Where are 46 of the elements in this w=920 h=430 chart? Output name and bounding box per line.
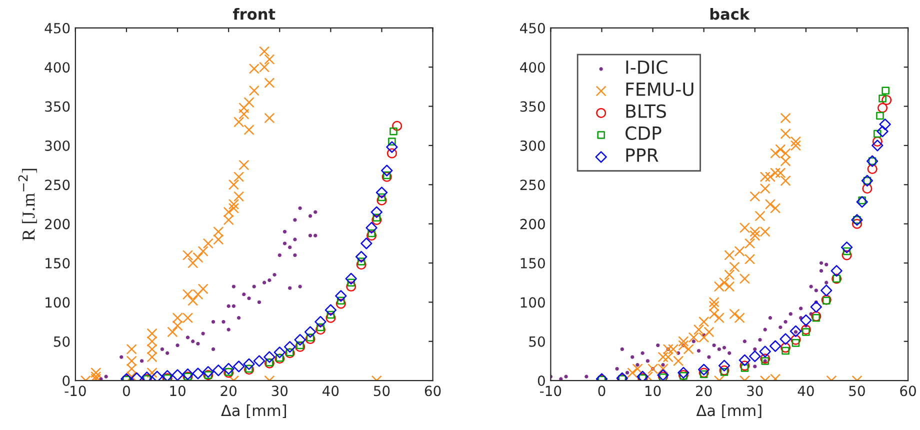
y-tick-label: 50 bbox=[529, 336, 545, 347]
y-tick-label: 0 bbox=[62, 376, 70, 386]
y-tick-label: 0 bbox=[538, 376, 545, 386]
y-tick-label: 250 bbox=[520, 180, 545, 190]
x-tick-label: 40 bbox=[798, 386, 814, 396]
x-tick-label: 60 bbox=[424, 386, 441, 396]
chart-title: back bbox=[710, 8, 750, 20]
x-tick-label: 30 bbox=[747, 386, 763, 396]
x-tick-label: 40 bbox=[322, 386, 339, 396]
legend-label: BLTS bbox=[626, 104, 666, 118]
y-tick-label: 100 bbox=[520, 297, 545, 308]
y-tick-label: 50 bbox=[54, 336, 70, 347]
y-tick-label: 350 bbox=[45, 101, 70, 112]
y-tick-label: 200 bbox=[520, 218, 545, 230]
y-tick-label: 400 bbox=[44, 62, 70, 73]
x-tick-label: 30 bbox=[272, 386, 288, 396]
y-tick-label: 200 bbox=[45, 218, 70, 230]
x-axis-title: Δa [mm] bbox=[221, 404, 286, 418]
x-tick-label: 0 bbox=[598, 386, 606, 396]
y-tick-label: 300 bbox=[520, 140, 545, 151]
y-tick-label: 300 bbox=[45, 140, 70, 151]
chart-title: front bbox=[232, 8, 276, 20]
x-tick-label: 50 bbox=[374, 386, 390, 396]
y-tick-label: 350 bbox=[520, 101, 545, 112]
x-tick-label: 20 bbox=[220, 386, 236, 396]
legend-label: CDP bbox=[626, 126, 662, 140]
x-tick-label: 50 bbox=[849, 386, 865, 396]
y-tick-label: 250 bbox=[45, 180, 70, 190]
x-tick-label: -10 bbox=[64, 386, 86, 396]
x-tick-label: 10 bbox=[170, 386, 186, 396]
x-tick-label: 60 bbox=[900, 386, 916, 396]
legend-label: PPR bbox=[626, 148, 658, 162]
y-axis-title: R [J.m$^{−2}$] bbox=[18, 168, 37, 240]
y-tick-label: 100 bbox=[46, 297, 70, 308]
x-tick-label: 0 bbox=[122, 386, 130, 396]
y-tick-label: 450 bbox=[44, 22, 70, 34]
x-tick-label: 20 bbox=[696, 386, 712, 396]
x-axis-title: Δa [mm] bbox=[696, 404, 762, 418]
legend-label: I-DIC bbox=[626, 60, 668, 74]
y-tick-label: 400 bbox=[520, 62, 545, 73]
x-tick-label: -10 bbox=[540, 386, 562, 396]
legend-label: FEMU-U bbox=[626, 82, 694, 96]
y-tick-label: 150 bbox=[520, 258, 545, 268]
x-tick-label: 10 bbox=[645, 386, 661, 396]
y-tick-label: 450 bbox=[520, 22, 545, 34]
y-tick-label: 150 bbox=[46, 258, 70, 268]
